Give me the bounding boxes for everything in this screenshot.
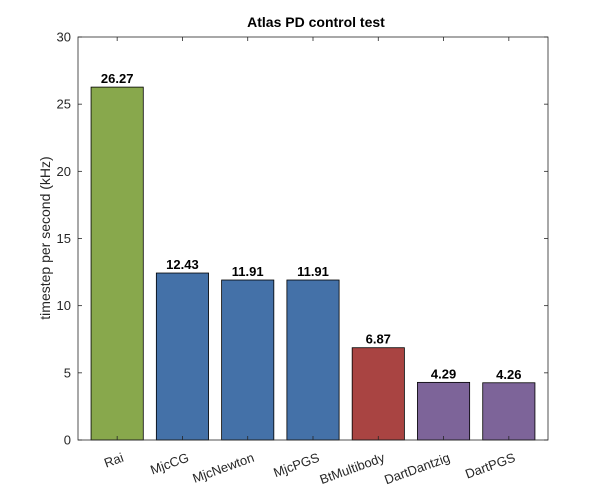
x-tick-label-dartdantzig: DartDantzig (382, 450, 452, 488)
bar-mjcnewton (221, 279, 275, 441)
x-tick-label-mjcnewton: MjcNewton (190, 450, 256, 486)
data-label-dartdantzig: 4.29 (431, 366, 456, 381)
x-tick-label-rai: Rai (102, 450, 126, 471)
bars-layer: 26.27 12.43 11.91 11.91 6.87 4.29 4.26 (90, 71, 536, 441)
bar-rai (90, 86, 144, 441)
y-tick-label: 30 (57, 30, 71, 45)
y-tick-label: 20 (57, 164, 71, 179)
y-axis-title: timestep per second (kHz) (37, 156, 53, 319)
y-tick-label: 0 (64, 433, 71, 448)
y-tick-label: 15 (57, 231, 71, 246)
data-label-mjccg: 12.43 (166, 257, 199, 272)
x-tick-label-dartpgs: DartPGS (463, 450, 517, 482)
bar-mjccg (155, 272, 209, 441)
y-tick-label: 10 (57, 298, 71, 313)
y-tick-label: 5 (64, 365, 71, 380)
chart-title: Atlas PD control test (247, 14, 385, 30)
x-tick-label-mjcpgs: MjcPGS (271, 450, 321, 481)
bar-dartdantzig (417, 381, 471, 441)
data-label-mjcpgs: 11.91 (297, 264, 329, 279)
x-tick-label-btmultibody: BtMultibody (318, 450, 387, 487)
bar-mjcpgs (286, 279, 340, 441)
bar-dartpgs (482, 382, 536, 441)
data-label-mjcnewton: 11.91 (232, 264, 264, 279)
data-label-rai: 26.27 (101, 71, 134, 86)
x-tick-label-mjccg: MjcCG (148, 450, 190, 478)
y-tick-label: 25 (57, 97, 71, 112)
data-label-dartpgs: 4.26 (496, 367, 521, 382)
data-label-btmultibody: 6.87 (366, 332, 391, 347)
bar-btmultibody (351, 347, 405, 441)
plot-frame (77, 36, 549, 441)
